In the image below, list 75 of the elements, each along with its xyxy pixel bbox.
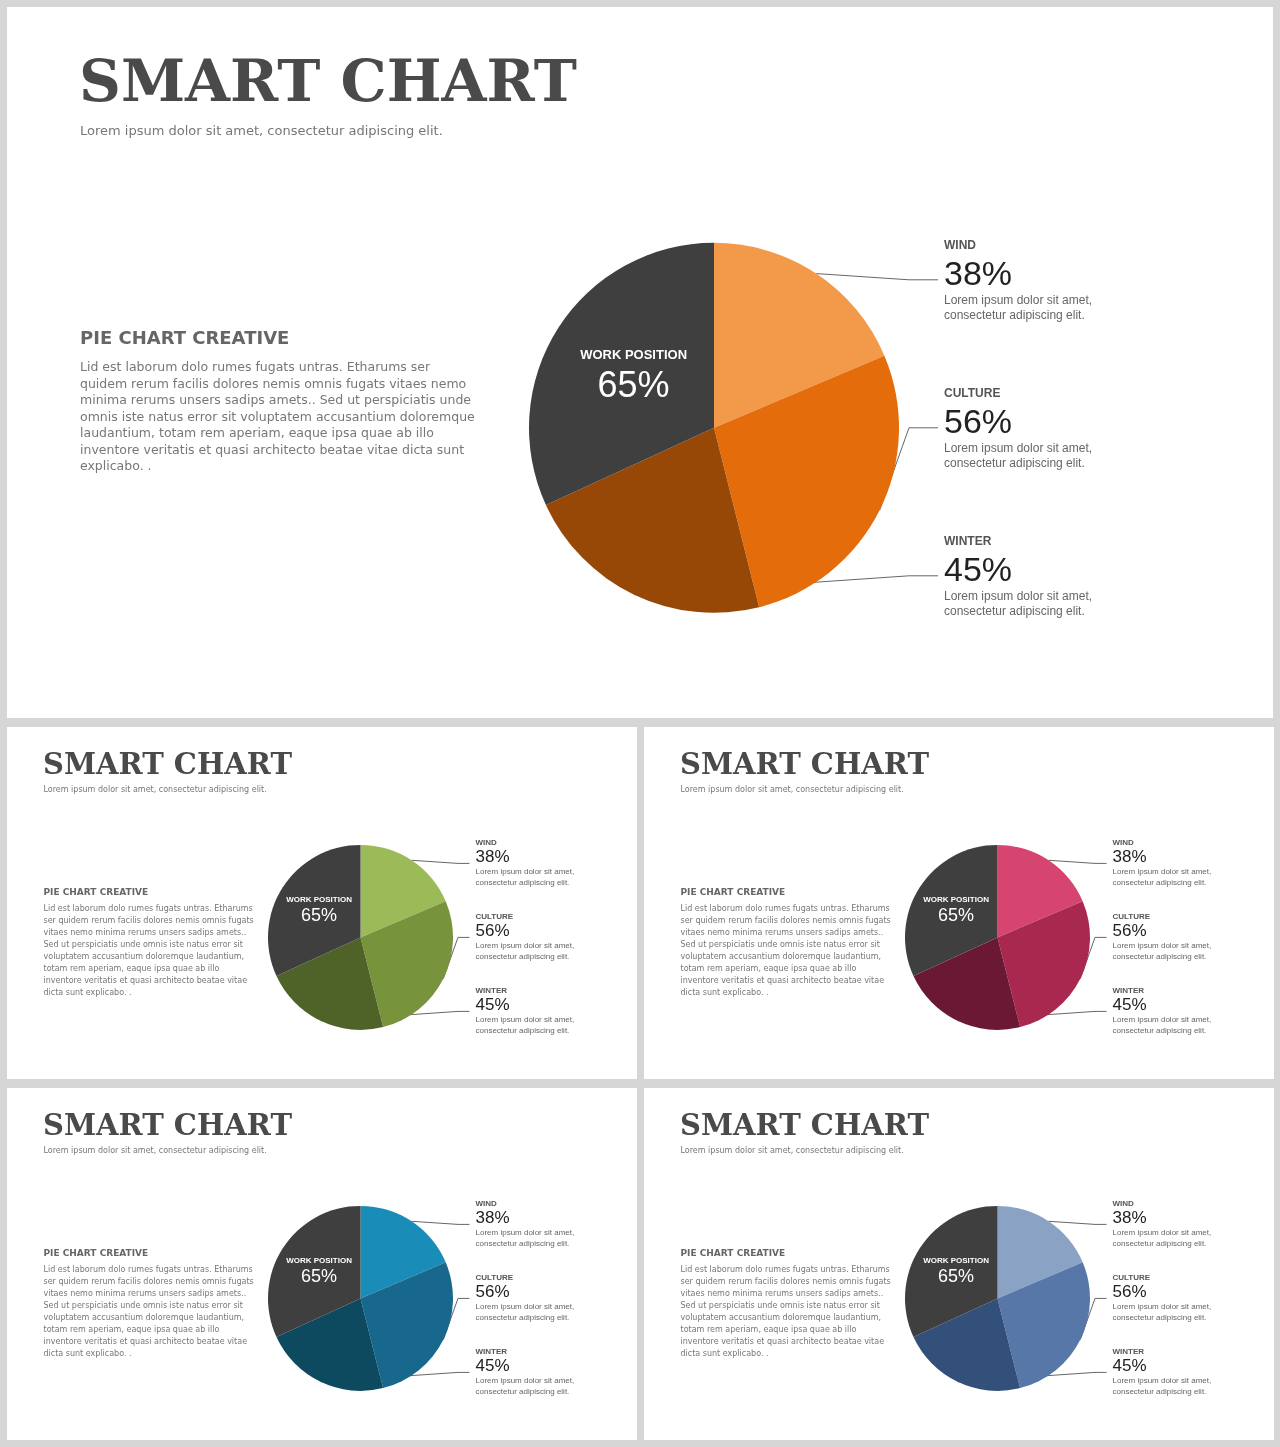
data-label: 56% — [1112, 1281, 1147, 1301]
text: Lid est laborum dolo rumes fugats untras. Etharums ser quidem rerum facilis dolores nemis omnis fugats vitaes nemo minima rerums unsers sadips amets.. Sed ut perspiciatis unde omnis iste natus error sit voluptatem accusantium doloremque laudantium, totam rem aperiam, eaque ipsa quae ab illo inventore veritatis et quasi architecto beatae vitae dicta sunt explicabo. . — [43, 1264, 255, 1360]
text: Lid est laborum dolo rumes fugats untras. Etharums ser quidem rerum facilis dolores nemis omnis fugats vitaes nemo minima rerums unsers sadips amets.. Sed ut perspiciatis unde omnis iste natus error sit voluptatem accusantium doloremque laudantium, totam rem aperiam, eaque ipsa quae ab illo inventore veritatis et quasi architecto beatae vitae dicta sunt explicabo. . — [680, 1264, 892, 1360]
data-label: 65% — [938, 1265, 975, 1286]
data-label: 65% — [597, 363, 670, 405]
data-label: 65% — [938, 904, 975, 925]
text: Lorem ipsum dolor sit amet, consectetur adipiscing elit. — [1112, 867, 1212, 888]
text: Lorem ipsum dolor sit amet, consectetur adipiscing elit. — [475, 1228, 575, 1249]
text: Lorem ipsum dolor sit amet, consectetur adipiscing elit. — [1112, 1302, 1212, 1323]
data-label: 38% — [944, 253, 1013, 292]
data-label: 38% — [475, 1207, 510, 1227]
text: Lorem ipsum dolor sit amet, consectetur adipiscing elit. — [1112, 1228, 1212, 1249]
data-label: 38% — [1112, 1207, 1147, 1227]
slice-label: WIND — [1112, 1198, 1135, 1208]
slice-label: WINTER — [1112, 1346, 1145, 1356]
slice-label: WIND — [475, 837, 498, 847]
data-label: 65% — [301, 904, 338, 925]
slice-label: WIND — [475, 1198, 498, 1208]
chart-title: SMART CHART — [680, 1108, 929, 1142]
text: Lorem ipsum dolor sit amet, consectetur adipiscing elit. — [475, 941, 575, 962]
data-label: 56% — [475, 920, 510, 940]
data-label: 45% — [944, 549, 1013, 588]
text: Lorem ipsum dolor sit amet, consectetur adipiscing elit. — [1112, 1376, 1212, 1397]
text: Lorem ipsum dolor sit amet, consectetur adipiscing elit. — [43, 1146, 267, 1155]
data-label: 56% — [944, 401, 1013, 440]
slice-label: WINTER — [475, 1346, 508, 1356]
slice-label: WINTER — [475, 985, 508, 995]
slice-label: WORK POSITION — [286, 895, 353, 905]
slice-label: WORK POSITION — [923, 895, 990, 905]
slice-label: WORK POSITION — [923, 1256, 990, 1266]
slice-label: WINTER — [1112, 985, 1145, 995]
slice-label: CULTURE — [475, 1272, 514, 1282]
chart-title: SMART CHART — [79, 47, 577, 115]
slice-label: WIND — [1112, 837, 1135, 847]
text: Lorem ipsum dolor sit amet, consectetur adipiscing elit. — [80, 123, 443, 138]
slice-label: WORK POSITION — [580, 346, 688, 362]
text: Lorem ipsum dolor sit amet, consectetur adipiscing elit. — [944, 589, 1093, 619]
text: PIE CHART CREATIVE — [680, 887, 786, 897]
slice-label: CULTURE — [1112, 1272, 1151, 1282]
chart-title: SMART CHART — [43, 747, 292, 781]
text: Lorem ipsum dolor sit amet, consectetur adipiscing elit. — [475, 1376, 575, 1397]
text: Lorem ipsum dolor sit amet, consectetur adipiscing elit. — [475, 1302, 575, 1323]
text: Lid est laborum dolo rumes fugats untras. Etharums ser quidem rerum facilis dolores nemis omnis fugats vitaes nemo minima rerums unsers sadips amets.. Sed ut perspiciatis unde omnis iste natus error sit voluptatem accusantium doloremque laudantium, totam rem aperiam, eaque ipsa quae ab illo inventore veritatis et quasi architecto beatae vitae dicta sunt explicabo. . — [43, 903, 255, 999]
text: Lorem ipsum dolor sit amet, consectetur adipiscing elit. — [1112, 941, 1212, 962]
data-label: 56% — [475, 1281, 510, 1301]
data-label: 65% — [301, 1265, 338, 1286]
data-label: 45% — [1112, 994, 1147, 1014]
data-label: 45% — [1112, 1355, 1147, 1375]
text: Lorem ipsum dolor sit amet, consectetur adipiscing elit. — [43, 785, 267, 794]
slice-label: WIND — [944, 237, 977, 252]
slice-label: CULTURE — [1112, 911, 1151, 921]
text: Lorem ipsum dolor sit amet, consectetur adipiscing elit. — [475, 867, 575, 888]
slice-label: WINTER — [944, 533, 992, 548]
text: Lorem ipsum dolor sit amet, consectetur adipiscing elit. — [944, 293, 1093, 323]
text: PIE CHART CREATIVE — [43, 887, 149, 897]
text: Lorem ipsum dolor sit amet, consectetur adipiscing elit. — [680, 785, 904, 794]
text: Lorem ipsum dolor sit amet, consectetur adipiscing elit. — [680, 1146, 904, 1155]
text: Lorem ipsum dolor sit amet, consectetur adipiscing elit. — [1112, 1015, 1212, 1036]
text: PIE CHART CREATIVE — [680, 1248, 786, 1258]
text: PIE CHART CREATIVE — [43, 1248, 149, 1258]
chart-title: SMART CHART — [680, 747, 929, 781]
slice-label: CULTURE — [944, 385, 1001, 400]
text: PIE CHART CREATIVE — [80, 327, 290, 348]
slice-label: WORK POSITION — [286, 1256, 353, 1266]
data-label: 38% — [475, 846, 510, 866]
data-label: 38% — [1112, 846, 1147, 866]
data-label: 45% — [475, 994, 510, 1014]
text: Lid est laborum dolo rumes fugats untras. Etharums ser quidem rerum facilis dolores nemis omnis fugats vitaes nemo minima rerums unsers sadips amets.. Sed ut perspiciatis unde omnis iste natus error sit voluptatem accusantium doloremque laudantium, totam rem aperiam, eaque ipsa quae ab illo inventore veritatis et quasi architecto beatae vitae dicta sunt explicabo. . — [80, 359, 476, 475]
text: Lorem ipsum dolor sit amet, consectetur adipiscing elit. — [944, 441, 1093, 471]
data-label: 56% — [1112, 920, 1147, 940]
data-label: 45% — [475, 1355, 510, 1375]
slice-label: CULTURE — [475, 911, 514, 921]
text: Lid est laborum dolo rumes fugats untras. Etharums ser quidem rerum facilis dolores nemis omnis fugats vitaes nemo minima rerums unsers sadips amets.. Sed ut perspiciatis unde omnis iste natus error sit voluptatem accusantium doloremque laudantium, totam rem aperiam, eaque ipsa quae ab illo inventore veritatis et quasi architecto beatae vitae dicta sunt explicabo. . — [680, 903, 892, 999]
text: Lorem ipsum dolor sit amet, consectetur adipiscing elit. — [475, 1015, 575, 1036]
chart-title: SMART CHART — [43, 1108, 292, 1142]
